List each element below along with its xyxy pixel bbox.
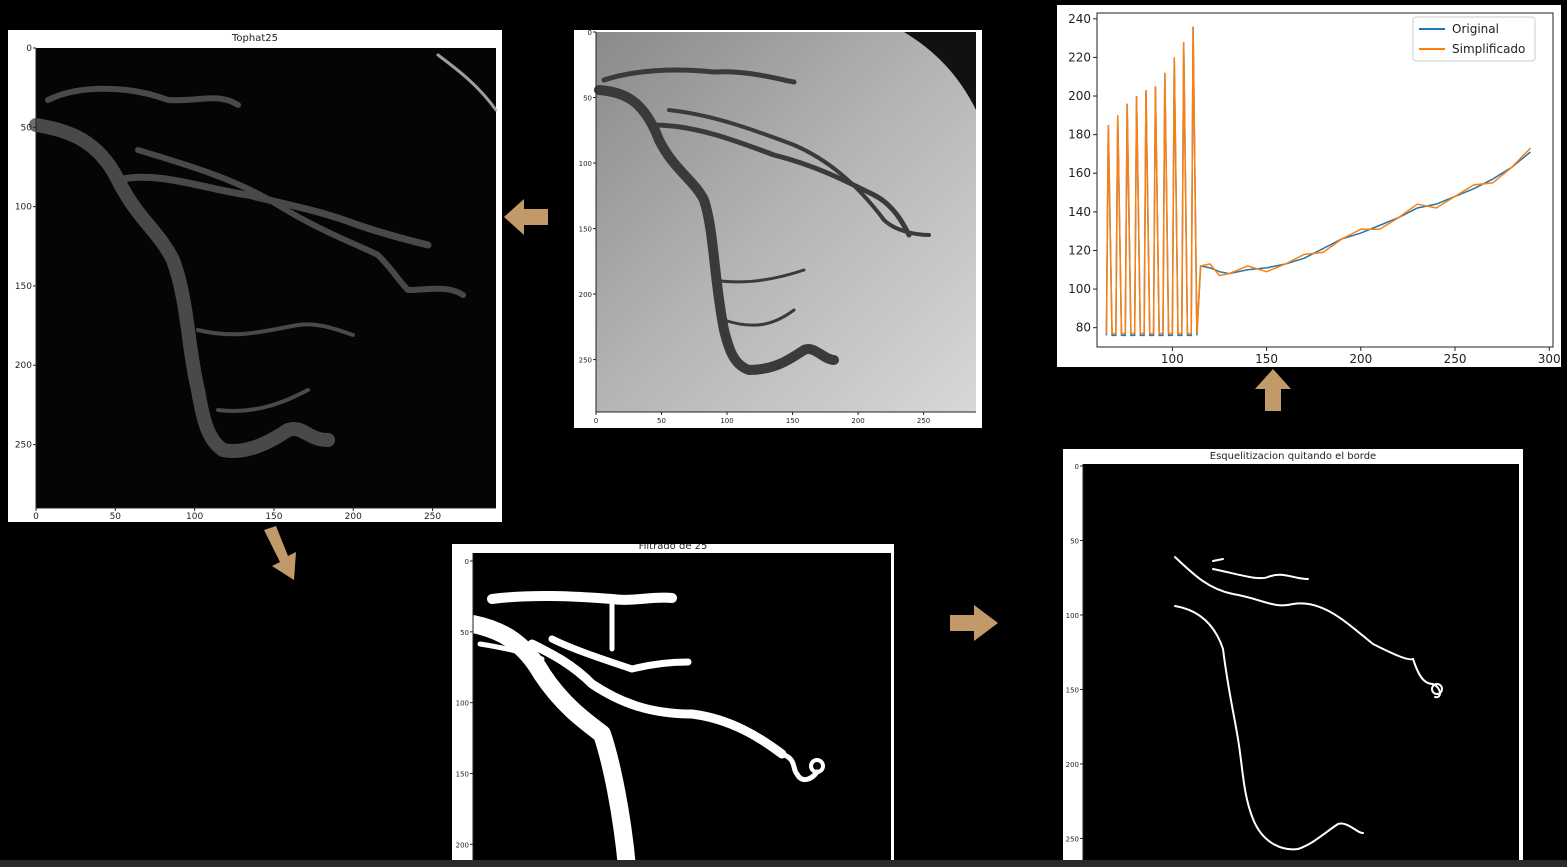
chart-y-axis: 80 100 120 140 160 180 200 220 240	[1068, 12, 1097, 335]
esqueleto-title: Esquelitizacion quitando el borde	[1209, 451, 1377, 462]
profile-chart: 100 150 200 250 300 80 100 120 140 160 180 200 220 2…	[1068, 12, 1561, 366]
tophat-x-axis: 0 50 100 150 200 250	[33, 508, 441, 522]
filtrado-y-tick-label: 200	[456, 841, 469, 849]
tophat-y-tick-label: 200	[15, 361, 32, 371]
filtrado-y-axis: 0 50 100 150 200	[456, 558, 473, 849]
filtrado-image: 0 50 100 150 200	[456, 553, 891, 867]
esqueleto-y-tick-label: 200	[1066, 761, 1079, 769]
chart-y-tick-label: 180	[1068, 128, 1091, 142]
esqueleto-y-tick-label: 150	[1066, 686, 1079, 694]
profile-chart-panel: 100 150 200 250 300 80 100 120 140 160 180 200 220 2…	[1057, 5, 1561, 367]
original-y-tick-label: 100	[579, 160, 592, 168]
tophat-y-tick-label: 100	[15, 203, 32, 213]
original-x-tick-label: 100	[720, 417, 733, 425]
original-x-tick-label: 0	[594, 417, 598, 425]
esqueleto-y-axis: 0 50 100 150 200 250	[1066, 463, 1083, 843]
esqueleto-panel: Esquelitizacion quitando el borde 0 50 100…	[1063, 449, 1523, 867]
original-image: 0 50 100 150 200 250 0 50 100 150 200 250	[579, 30, 976, 425]
original-y-tick-label: 250	[579, 357, 592, 365]
chart-y-tick-label: 140	[1068, 205, 1091, 219]
original-x-axis: 0 50 100 150 200 250	[594, 412, 930, 425]
chart-x-tick-label: 300	[1538, 352, 1561, 366]
original-y-tick-label: 200	[579, 291, 592, 299]
tophat-x-tick-label: 250	[424, 512, 441, 522]
tophat-panel: Tophat25 0 50 100 150 200 250 0 50 100 150 200 250	[8, 30, 502, 522]
chart-y-tick-label: 240	[1068, 12, 1091, 26]
original-panel: 0 50 100 150 200 250 0 50 100 150 200 250	[574, 30, 982, 428]
filtrado-y-tick-label: 100	[456, 700, 469, 708]
bottom-border	[0, 860, 1567, 867]
chart-x-tick-label: 100	[1161, 352, 1184, 366]
tophat-x-tick-label: 0	[33, 512, 39, 522]
arrow-up-icon	[1255, 369, 1291, 411]
original-x-tick-label: 150	[786, 417, 799, 425]
chart-y-tick-label: 100	[1068, 282, 1091, 296]
arrow-right-icon	[950, 605, 998, 641]
chart-y-tick-label: 120	[1068, 243, 1091, 257]
chart-y-tick-label: 80	[1076, 321, 1091, 335]
original-y-tick-label: 50	[583, 95, 592, 103]
tophat-x-tick-label: 150	[265, 512, 282, 522]
esqueleto-y-tick-label: 0	[1075, 463, 1079, 471]
tophat-y-tick-label: 250	[15, 441, 32, 451]
legend-label: Original	[1452, 22, 1499, 36]
chart-y-tick-label: 160	[1068, 166, 1091, 180]
chart-x-tick-label: 200	[1349, 352, 1372, 366]
tophat-x-tick-label: 100	[186, 512, 203, 522]
filtrado-y-tick-label: 50	[460, 629, 469, 637]
original-x-tick-label: 50	[657, 417, 666, 425]
original-y-tick-label: 150	[579, 226, 592, 234]
series-line-simplificado	[1105, 26, 1531, 335]
tophat-y-axis: 0 50 100 150 200 250	[15, 44, 36, 451]
filtrado-y-tick-label: 0	[465, 558, 469, 566]
original-x-tick-label: 200	[851, 417, 864, 425]
filtrado-panel: Filtrado de 25 0 50 100 150 200	[452, 544, 894, 867]
tophat-x-tick-label: 50	[110, 512, 122, 522]
esqueleto-y-tick-label: 50	[1070, 537, 1079, 545]
tophat-y-tick-label: 50	[21, 123, 33, 133]
tophat-x-tick-label: 200	[345, 512, 362, 522]
esqueleto-y-tick-label: 250	[1066, 835, 1079, 843]
chart-x-axis: 100 150 200 250 300	[1161, 347, 1561, 366]
arrow-down-right-icon	[264, 526, 296, 580]
esqueleto-y-tick-label: 100	[1066, 612, 1079, 620]
chart-y-tick-label: 220	[1068, 50, 1091, 64]
original-y-tick-label: 0	[588, 30, 592, 37]
filtrado-y-tick-label: 150	[456, 771, 469, 779]
filtrado-title: Filtrado de 25	[638, 544, 708, 552]
chart-legend: Original Simplificado	[1412, 16, 1536, 62]
tophat-title: Tophat25	[232, 33, 278, 44]
tophat-y-tick-label: 150	[15, 282, 32, 292]
tophat-y-tick-label: 0	[26, 44, 32, 54]
chart-x-tick-label: 150	[1255, 352, 1278, 366]
chart-y-tick-label: 200	[1068, 89, 1091, 103]
original-y-axis: 0 50 100 150 200 250	[579, 30, 596, 365]
esqueleto-image: 0 50 100 150 200 250	[1066, 463, 1519, 867]
original-x-tick-label: 250	[917, 417, 930, 425]
arrow-left-icon	[504, 199, 548, 235]
chart-x-tick-label: 250	[1444, 352, 1467, 366]
tophat-image: 0 50 100 150 200 250 0 50 100 150 200 250	[15, 44, 498, 522]
legend-label: Simplificado	[1452, 42, 1525, 56]
